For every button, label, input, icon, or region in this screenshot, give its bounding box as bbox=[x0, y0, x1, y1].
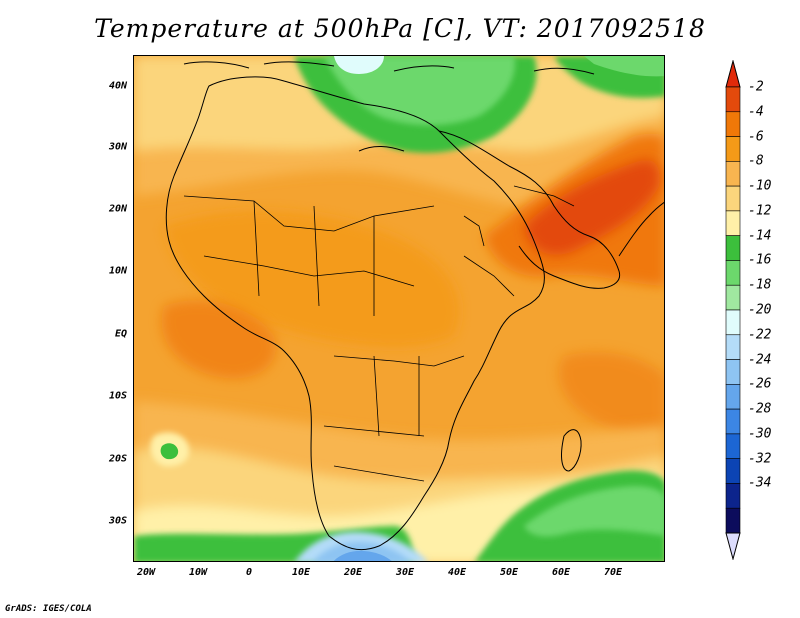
field-atlantic-cool-core bbox=[160, 443, 179, 460]
colorbar-swatch bbox=[725, 284, 741, 311]
lon-label-0: 0 bbox=[245, 567, 253, 578]
colorbar-swatch bbox=[725, 507, 741, 534]
footer-credit: GrADS: IGES/COLA bbox=[5, 604, 92, 614]
colorbar-swatch bbox=[725, 458, 741, 484]
colorbar-swatch bbox=[725, 334, 741, 360]
field-cold-southeast-inner bbox=[524, 486, 664, 537]
lat-label-40n: 40N bbox=[108, 80, 127, 92]
colorbar-swatch bbox=[725, 161, 741, 187]
colorbar-swatch bbox=[725, 260, 741, 286]
border-west-africa-meridional bbox=[253, 200, 375, 316]
colorbar-swatch bbox=[725, 384, 741, 410]
field-sahara-warm bbox=[164, 211, 460, 347]
field-cold-mediterranean-core bbox=[334, 56, 384, 74]
lat-label-10n: 10N bbox=[108, 265, 127, 277]
colorbar-label: -32 bbox=[748, 451, 772, 467]
colorbar-swatch bbox=[725, 309, 741, 336]
colorbar-cold-end-arrow bbox=[725, 532, 741, 560]
coastlines bbox=[165, 61, 664, 551]
coastline-arabia bbox=[438, 130, 621, 289]
border-sudan bbox=[463, 215, 485, 247]
colorbar-swatch bbox=[725, 408, 741, 435]
colorbar-swatch bbox=[725, 185, 741, 212]
coastline-africa bbox=[165, 76, 545, 551]
colorbar-label: -34 bbox=[748, 475, 772, 491]
colorbar-label: -26 bbox=[748, 376, 772, 392]
lat-label-eq: EQ bbox=[114, 328, 127, 340]
colorbar-label: -14 bbox=[748, 228, 772, 244]
map-panel bbox=[133, 55, 665, 562]
lon-label-60e: 60E bbox=[551, 567, 571, 578]
colorbar-label: -12 bbox=[748, 203, 772, 219]
coastline-mediterranean bbox=[183, 61, 595, 75]
lon-label-10e: 10E bbox=[291, 567, 311, 578]
border-arabia bbox=[513, 185, 575, 207]
lon-label-30e: 30E bbox=[395, 567, 415, 578]
border-congo bbox=[373, 355, 420, 437]
coastline-sinai bbox=[358, 146, 405, 152]
colorbar-label: -16 bbox=[748, 252, 772, 268]
colorbar-swatch bbox=[725, 359, 741, 385]
lon-label-20e: 20E bbox=[343, 567, 363, 578]
field-cold-pool-core bbox=[333, 550, 392, 561]
lat-label-20n: 20N bbox=[108, 203, 127, 215]
colorbar-label: -8 bbox=[748, 153, 764, 169]
colorbar-label: -2 bbox=[748, 79, 764, 95]
field-cold-mediterranean-inner bbox=[324, 56, 515, 126]
colorbar-swatch bbox=[725, 235, 741, 261]
page-title: Temperature at 500hPa [C], VT: 201709251… bbox=[94, 14, 706, 43]
colorbar-label: -20 bbox=[748, 302, 772, 318]
field-indian-ocean-warm bbox=[558, 352, 664, 437]
lon-label-50e: 50E bbox=[499, 567, 519, 578]
field-cold-caspian-inner bbox=[584, 56, 664, 77]
colorbar-label: -22 bbox=[748, 327, 772, 343]
border-sahel-north bbox=[183, 195, 435, 232]
colorbar bbox=[725, 60, 741, 560]
lon-label-20w: 20W bbox=[136, 567, 156, 578]
border-southern-africa bbox=[323, 425, 425, 482]
lon-label-70e: 70E bbox=[603, 567, 623, 578]
colorbar-swatch bbox=[725, 86, 741, 113]
colorbar-label: -28 bbox=[748, 401, 772, 417]
colorbar-warm-end-arrow bbox=[725, 60, 741, 88]
lon-label-40e: 40E bbox=[447, 567, 467, 578]
border-ethiopia bbox=[463, 255, 515, 297]
colorbar-label: -4 bbox=[748, 104, 764, 120]
colorbar-swatch bbox=[725, 136, 741, 162]
colorbar-swatch bbox=[725, 483, 741, 509]
colorbar-label: -10 bbox=[748, 178, 772, 194]
lat-label-10s: 10S bbox=[108, 390, 127, 402]
colorbar-label: -30 bbox=[748, 426, 772, 442]
colorbar-label: -6 bbox=[748, 129, 764, 145]
colorbar-swatch bbox=[725, 210, 741, 236]
coastline-madagascar bbox=[561, 429, 582, 472]
coastline-india bbox=[618, 201, 664, 257]
field-arabia-hot-core bbox=[524, 159, 660, 255]
colorbar-label: -24 bbox=[748, 352, 772, 368]
lat-label-30s: 30S bbox=[108, 515, 127, 527]
colorbar-swatch bbox=[725, 433, 741, 459]
colorbar-label: -18 bbox=[748, 277, 772, 293]
lon-label-10w: 10W bbox=[188, 567, 208, 578]
temperature-map bbox=[134, 56, 664, 561]
border-sahel-south bbox=[203, 255, 415, 287]
border-central bbox=[333, 355, 465, 367]
lat-label-20s: 20S bbox=[108, 453, 127, 465]
lat-label-30n: 30N bbox=[108, 141, 127, 153]
colorbar-swatch bbox=[725, 111, 741, 137]
field-atlantic-warm bbox=[161, 300, 276, 379]
country-borders bbox=[183, 185, 575, 482]
